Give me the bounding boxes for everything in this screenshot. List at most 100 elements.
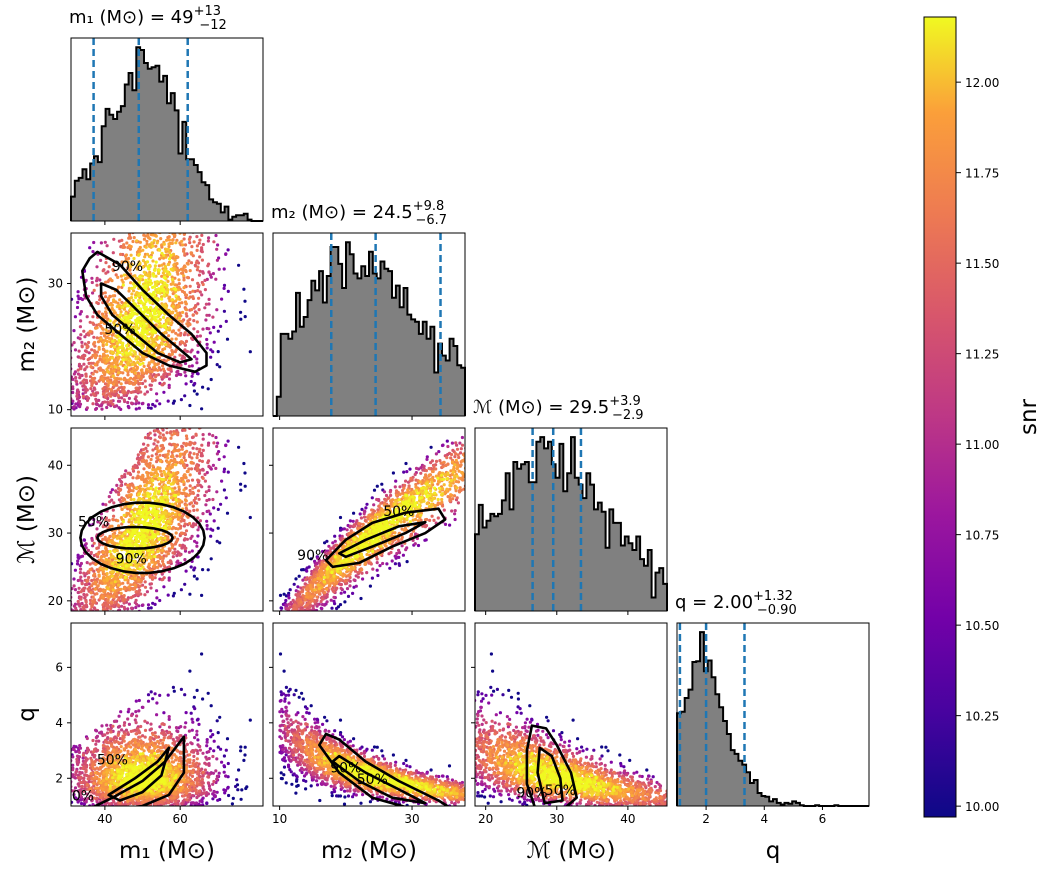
- scatter-point: [224, 252, 228, 256]
- scatter-point: [124, 469, 128, 473]
- scatter-point: [160, 485, 164, 489]
- scatter-point: [198, 334, 202, 338]
- scatter-point: [212, 519, 216, 523]
- scatter-point: [116, 519, 120, 523]
- scatter-point: [164, 550, 168, 554]
- scatter-point: [130, 313, 134, 318]
- scatter-point: [161, 562, 165, 566]
- scatter-point: [167, 242, 171, 246]
- scatter-point: [138, 457, 142, 461]
- scatter-point: [160, 443, 165, 448]
- scatter-point: [101, 377, 105, 381]
- scatter-point: [240, 378, 243, 381]
- scatter-point: [87, 582, 91, 586]
- scatter-point: [169, 560, 173, 564]
- scatter-point: [202, 391, 205, 394]
- scatter-point: [78, 337, 82, 341]
- scatter-point: [107, 296, 111, 300]
- scatter-point: [148, 237, 152, 241]
- scatter-point: [183, 379, 186, 382]
- scatter-point: [216, 507, 220, 511]
- scatter-point: [133, 274, 137, 278]
- scatter-point: [112, 595, 116, 599]
- scatter-point: [60, 635, 63, 638]
- scatter-point: [112, 237, 116, 241]
- scatter-point: [196, 281, 200, 285]
- scatter-point: [190, 245, 194, 249]
- scatter-point: [105, 244, 109, 248]
- scatter-point: [129, 281, 133, 285]
- scatter-point: [166, 535, 170, 539]
- scatter-point: [208, 273, 213, 277]
- scatter-point: [137, 493, 141, 497]
- scatter-point: [170, 277, 174, 282]
- scatter-point: [76, 616, 79, 619]
- scatter-point: [145, 367, 149, 372]
- scatter-point: [106, 370, 110, 374]
- scatter-point: [196, 555, 200, 559]
- scatter-point: [203, 411, 206, 414]
- scatter-point: [206, 443, 210, 447]
- scatter-point: [81, 392, 85, 396]
- scatter-point: [147, 226, 150, 229]
- scatter-point: [126, 581, 130, 585]
- scatter-point: [30, 650, 33, 653]
- scatter-point: [180, 116, 183, 119]
- scatter-point: [136, 474, 140, 478]
- scatter-point: [165, 238, 169, 242]
- scatter-point: [158, 431, 162, 435]
- scatter-point: [101, 616, 104, 619]
- scatter-point: [116, 603, 120, 607]
- scatter-point: [191, 313, 195, 317]
- scatter-point: [72, 405, 76, 409]
- scatter-point: [93, 612, 96, 615]
- scatter-point: [66, 287, 69, 290]
- scatter-point: [215, 539, 219, 543]
- scatter-point: [56, 585, 59, 588]
- scatter-point: [98, 589, 102, 593]
- scatter-point: [205, 346, 209, 350]
- scatter-point: [148, 311, 152, 315]
- scatter-point: [123, 303, 127, 307]
- scatter-point: [141, 455, 145, 459]
- scatter-point: [162, 293, 166, 297]
- scatter-point: [130, 348, 134, 352]
- scatter-point: [192, 452, 196, 456]
- scatter-point: [201, 71, 204, 74]
- scatter-point: [89, 608, 93, 611]
- scatter-point: [75, 391, 79, 395]
- scatter-point: [153, 561, 158, 565]
- scatter-point: [198, 447, 202, 451]
- scatter-point: [191, 490, 195, 494]
- scatter-point: [122, 605, 126, 609]
- scatter-point: [161, 367, 165, 371]
- scatter-point: [191, 114, 194, 117]
- scatter-point: [152, 238, 156, 243]
- scatter-point: [126, 266, 130, 270]
- scatter-point: [74, 627, 77, 630]
- scatter-point: [213, 407, 216, 410]
- scatter-point: [209, 377, 213, 382]
- scatter-point: [155, 280, 159, 284]
- scatter-point: [45, 392, 48, 395]
- scatter-point: [197, 497, 201, 501]
- scatter-point: [116, 579, 120, 583]
- scatter-point: [166, 344, 171, 348]
- scatter-point: [184, 569, 188, 573]
- scatter-point: [156, 455, 160, 459]
- scatter-point: [116, 393, 120, 397]
- scatter-point: [136, 326, 141, 330]
- scatter-point: [167, 565, 172, 569]
- scatter-point: [66, 615, 69, 618]
- scatter-point: [37, 631, 40, 634]
- scatter-point: [109, 606, 113, 611]
- scatter-point: [128, 351, 132, 355]
- scatter-point: [188, 269, 192, 273]
- scatter-point: [146, 274, 150, 278]
- scatter-point: [71, 587, 74, 591]
- scatter-point: [145, 346, 149, 351]
- scatter-point: [167, 578, 171, 582]
- scatter-point: [155, 392, 159, 396]
- scatter-point: [156, 560, 160, 564]
- scatter-point: [166, 262, 170, 267]
